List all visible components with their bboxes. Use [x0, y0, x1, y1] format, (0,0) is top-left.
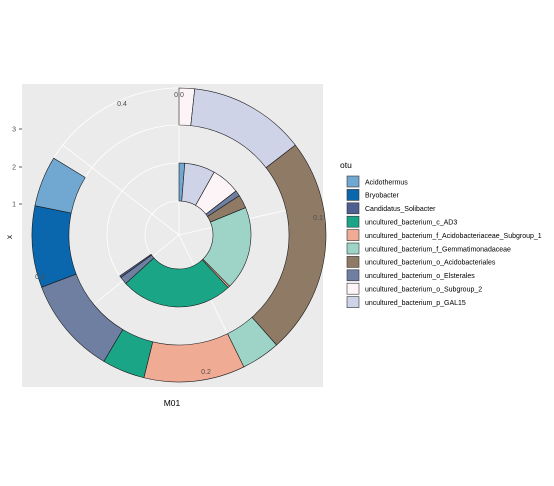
- legend-swatch: [346, 242, 360, 255]
- grid-radial-line: [62, 144, 180, 236]
- legend-title: otu: [340, 160, 352, 170]
- angle-tick-label: 0.3: [35, 274, 45, 281]
- legend-label: uncultured_bacterium_c_AD3: [365, 220, 457, 227]
- y-tick-label: 3: [12, 127, 16, 134]
- ring-segment: [119, 253, 152, 278]
- legend-swatch: [346, 215, 360, 228]
- legend-swatch: [346, 229, 360, 241]
- angle-tick-labels: 0.0 0.1 0.2 0.3 0.4: [35, 92, 323, 376]
- legend-swatch: [346, 256, 360, 268]
- legend: otu Acidothermus Bryobacter Candidatus_Sol…: [340, 160, 542, 308]
- legend-label: Candidatus_Solibacter: [365, 206, 436, 213]
- legend-label: Bryobacter: [365, 193, 400, 200]
- ring-segment: [34, 157, 86, 214]
- y-axis-title: x: [4, 234, 14, 239]
- legend-swatch: [346, 282, 360, 295]
- legend-label: uncultured_bacterium_o_Elsterales: [365, 273, 475, 280]
- legend-label: uncultured_bacterium_o_Acidobacteriales: [365, 260, 496, 267]
- angle-tick-label: 0.2: [201, 369, 211, 376]
- legend-swatch: [346, 175, 360, 188]
- angle-tick-label: 0.0: [174, 92, 184, 99]
- outer-ring: [31, 87, 327, 383]
- legend-label: uncultured_bacterium_o_Subgroup_2: [365, 287, 482, 294]
- legend-label: uncultured_bacterium_f_Gemmatimonadaceae: [365, 246, 511, 253]
- angle-tick-label: 0.1: [313, 215, 323, 222]
- y-tick-label: 1: [12, 202, 16, 209]
- legend-swatch: [346, 202, 360, 215]
- y-axis: 1 2 3: [12, 127, 22, 209]
- angle-tick-label: 0.4: [117, 101, 127, 108]
- legend-label: uncultured_bacterium_f_Acidobacteriaceae…: [365, 233, 542, 240]
- x-axis-title: M01: [164, 398, 181, 408]
- legend-label: uncultured_bacterium_p_GAL15: [365, 300, 466, 307]
- legend-swatch: [346, 296, 360, 308]
- ring-segment: [125, 257, 229, 308]
- legend-swatch: [346, 189, 360, 201]
- inner-ring: [119, 162, 252, 308]
- legend-swatch: [346, 269, 360, 282]
- y-tick-label: 2: [12, 165, 16, 172]
- legend-label: Acidothermus: [365, 179, 408, 186]
